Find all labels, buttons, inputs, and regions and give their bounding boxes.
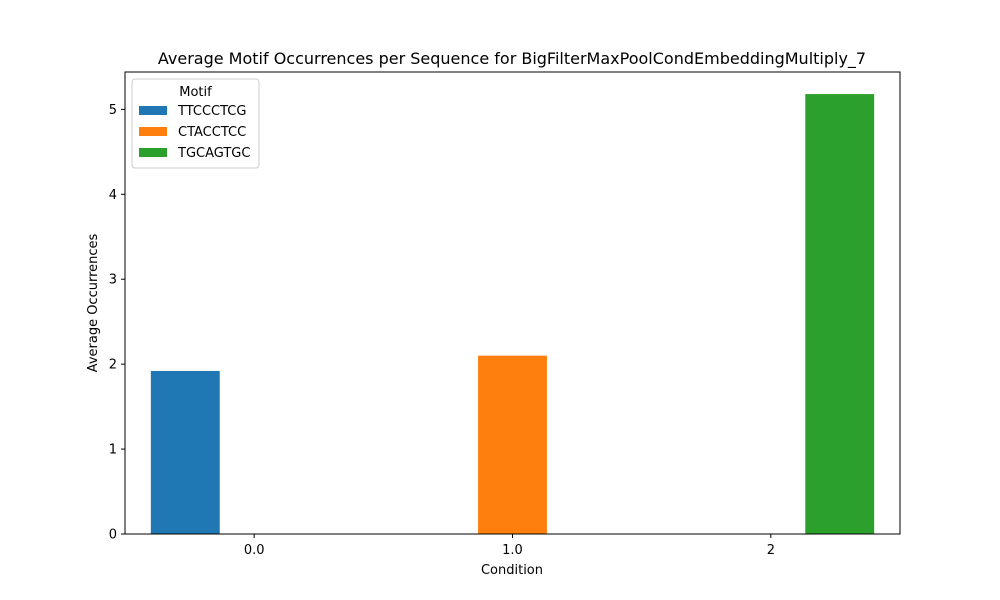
legend-swatch: [139, 106, 167, 115]
y-tick-label: 5: [109, 103, 117, 118]
chart-title: Average Motif Occurrences per Sequence f…: [158, 49, 866, 69]
plot-area: 0 1 2 3 4 5 0.0 1.0 2: [109, 71, 901, 558]
legend: Motif TTCCCTCG CTACCTCC TGCAGTGC: [131, 78, 260, 169]
y-tick-label: 3: [109, 273, 117, 288]
legend-swatch: [139, 127, 167, 136]
y-tick-label: 4: [109, 188, 117, 203]
legend-box: [131, 78, 260, 169]
legend-title: Motif: [179, 85, 212, 100]
x-tick-label: 0.0: [244, 543, 265, 558]
x-tick-label: 2: [767, 543, 775, 558]
bar-CTACCTCC-1.0: [478, 355, 547, 534]
legend-swatch: [139, 148, 167, 157]
y-tick-label: 2: [109, 358, 117, 373]
y-tick-label: 0: [109, 528, 117, 543]
bar-TTCCCTCG-0.0: [150, 370, 220, 534]
x-axis-label: Condition: [481, 563, 543, 578]
legend-label: CTACCTCC: [178, 125, 246, 140]
legend-label: TTCCCTCG: [177, 104, 246, 119]
y-axis-label: Average Occurrences: [86, 233, 101, 372]
legend-label: TGCAGTGC: [177, 146, 250, 161]
y-tick-label: 1: [109, 443, 117, 458]
bar-TGCAGTGC-2: [805, 94, 875, 535]
x-tick-label: 1.0: [502, 543, 523, 558]
